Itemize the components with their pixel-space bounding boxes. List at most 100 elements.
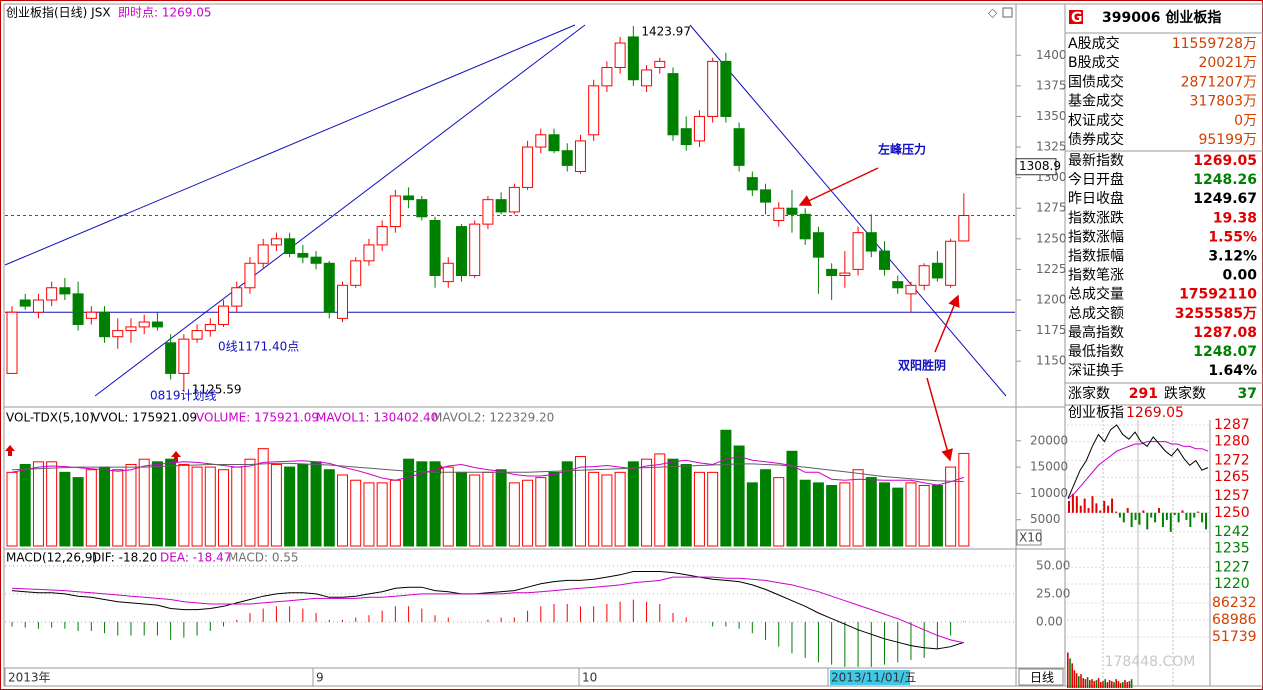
candle-body bbox=[667, 73, 679, 136]
volume-bar bbox=[244, 458, 256, 547]
mini-volume-bar bbox=[1093, 681, 1095, 688]
candle-body bbox=[958, 214, 970, 242]
volume-bar bbox=[469, 474, 481, 547]
volume-bar bbox=[760, 469, 772, 547]
volume-bar bbox=[548, 471, 560, 547]
candle-body bbox=[469, 223, 481, 277]
y-tick-label: 1250 bbox=[1214, 505, 1250, 521]
candle-body bbox=[588, 85, 600, 136]
candle-body bbox=[799, 213, 811, 240]
volume-bar bbox=[6, 471, 18, 547]
y-tick-label: 1375 bbox=[1036, 78, 1067, 92]
volume-bar bbox=[125, 463, 137, 547]
mini-volume-bar bbox=[1084, 679, 1087, 688]
candle-body bbox=[945, 240, 957, 286]
row-label: 最高指数 bbox=[1068, 324, 1124, 341]
row-label: 深证换手 bbox=[1068, 362, 1124, 379]
volume-bar bbox=[455, 471, 467, 547]
candle-body bbox=[574, 140, 586, 173]
mini-volume-bar bbox=[1113, 682, 1115, 688]
mini-volume-bar bbox=[1111, 681, 1113, 688]
row-value: 20021万 bbox=[1198, 55, 1257, 71]
legend-item: VOL-TDX(5,10) bbox=[6, 411, 94, 425]
volume-bar bbox=[270, 463, 282, 547]
signal-arrow bbox=[5, 445, 15, 456]
row-value: 2871207万 bbox=[1181, 74, 1257, 90]
row-label: 指数涨跌 bbox=[1068, 210, 1124, 226]
candle-body bbox=[416, 199, 428, 218]
candle-body bbox=[138, 321, 150, 328]
main-panels: 1400137513501325130012751250122512001175… bbox=[4, 25, 1070, 686]
candle-body bbox=[6, 311, 18, 374]
candle-body bbox=[389, 195, 401, 228]
volume-bar bbox=[931, 485, 943, 547]
inner-frame bbox=[3, 3, 1263, 687]
pattern-label: 双阳胜阴 bbox=[898, 358, 946, 373]
mini-volume-bar bbox=[1091, 679, 1093, 688]
candle-body bbox=[641, 69, 653, 87]
y-tick-label: 1175 bbox=[1036, 323, 1067, 337]
mini-volume-bar bbox=[1097, 678, 1100, 688]
candle-body bbox=[654, 60, 666, 68]
row-value: 317803万 bbox=[1190, 94, 1257, 110]
mini-volume-bar bbox=[1095, 680, 1098, 688]
volume-bar bbox=[442, 466, 454, 547]
badge: G bbox=[1071, 10, 1083, 26]
icon[interactable] bbox=[1002, 7, 1013, 18]
icon[interactable]: ◇ bbox=[988, 6, 998, 20]
date-label: 2013/11/01/五 bbox=[831, 671, 916, 685]
candle-body bbox=[59, 287, 71, 295]
legend-item: DIF: -18.20 bbox=[92, 551, 157, 565]
volume-bar bbox=[667, 458, 679, 547]
vol-tick-label: 51739 bbox=[1212, 629, 1257, 645]
candle-body bbox=[482, 199, 494, 225]
row-value: 11559728万 bbox=[1172, 36, 1257, 52]
volume-bar bbox=[178, 463, 190, 547]
vol-tick-label: 86232 bbox=[1212, 595, 1257, 611]
mini-last: 1269.05 bbox=[1126, 405, 1184, 421]
volume-bar bbox=[905, 482, 917, 547]
row-label: B股成交 bbox=[1068, 54, 1120, 71]
mini-volume-bar bbox=[1080, 674, 1082, 688]
cursor-label: 1308.9 bbox=[1019, 159, 1061, 173]
candle-body bbox=[257, 244, 269, 264]
volume-bar bbox=[773, 477, 785, 547]
volume-bar bbox=[231, 466, 243, 547]
row-value: 95199万 bbox=[1198, 132, 1257, 148]
scale-box bbox=[1016, 529, 1042, 546]
candle-body bbox=[323, 262, 335, 313]
period-tab bbox=[1018, 668, 1064, 686]
row-value: 1269.05 bbox=[1193, 153, 1257, 169]
volume-bar bbox=[945, 466, 957, 547]
y-tick-label: 0.00 bbox=[1036, 614, 1063, 628]
volume-bar bbox=[257, 448, 269, 547]
mini-volume-bar bbox=[1086, 677, 1089, 688]
volume-bar bbox=[733, 445, 745, 547]
candle-body bbox=[178, 338, 190, 374]
mini-volume-bar bbox=[1126, 682, 1128, 688]
y-tick-label: 5000 bbox=[1030, 512, 1061, 526]
mini-volume-bar bbox=[1071, 663, 1073, 688]
candle-body bbox=[191, 330, 203, 340]
candle-body bbox=[99, 311, 111, 338]
mini-volume-bar bbox=[1089, 680, 1091, 688]
candle-body bbox=[270, 238, 282, 246]
y-tick-label: 15000 bbox=[1030, 460, 1068, 474]
trend-line bbox=[689, 24, 1007, 397]
volume-bar bbox=[32, 461, 44, 547]
volume-bar bbox=[826, 485, 838, 547]
mini-volume-bar bbox=[1069, 658, 1071, 688]
row-value: 1248.07 bbox=[1193, 344, 1257, 360]
mini-title: 创业板指 bbox=[1068, 405, 1124, 421]
volume-bar bbox=[865, 477, 877, 547]
candle-body bbox=[429, 219, 441, 277]
candle-body bbox=[125, 326, 137, 332]
candle-body bbox=[786, 207, 798, 215]
candle-body bbox=[627, 36, 639, 81]
price-line bbox=[1067, 424, 1209, 499]
candle-body bbox=[892, 281, 904, 289]
candle-body bbox=[363, 244, 375, 262]
y-tick-label: 1242 bbox=[1214, 524, 1250, 540]
candle-body bbox=[720, 60, 732, 117]
